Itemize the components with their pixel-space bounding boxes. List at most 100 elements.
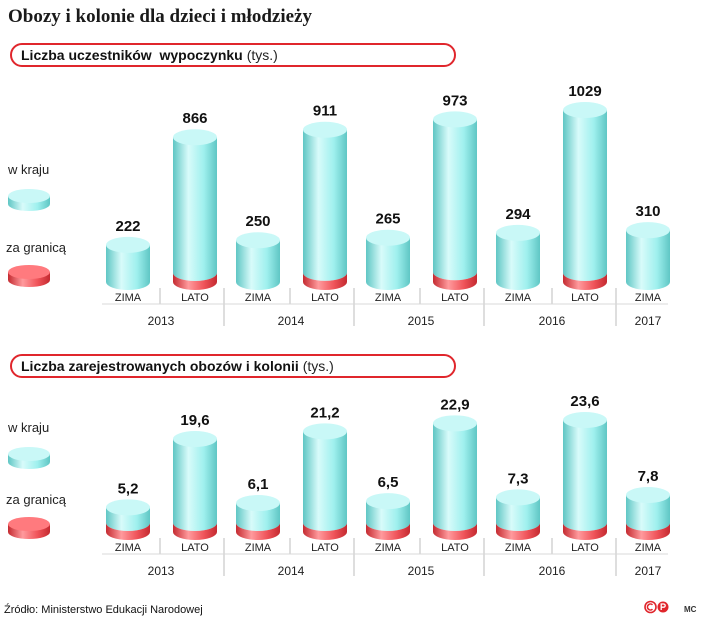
data-label: 294 — [505, 206, 531, 223]
category-label: LATO — [571, 292, 599, 304]
bar-abroad-segment — [106, 523, 150, 540]
data-label: 5,2 — [118, 480, 139, 497]
legend: w kraju za granicą — [6, 162, 67, 287]
bar-zima-2017 — [626, 222, 670, 290]
year-label: 2016 — [539, 314, 566, 328]
category-label: ZIMA — [635, 542, 662, 554]
category-label: LATO — [311, 292, 339, 304]
data-label: 21,2 — [310, 404, 339, 421]
data-label: 23,6 — [570, 393, 599, 410]
bar-zima-2013 — [106, 236, 150, 290]
bar-lato-2013 — [173, 129, 217, 290]
bar-lato-2015 — [433, 415, 477, 540]
bar-zima-2016 — [496, 224, 540, 290]
panel-unit-participants: (tys.) — [246, 47, 278, 63]
legend-swatch-abroad — [8, 265, 50, 287]
legend-label-abroad: za granicą — [6, 492, 67, 507]
legend-swatch-abroad — [8, 517, 50, 539]
bar-abroad-segment — [173, 523, 217, 540]
panel-title-camps: Liczba zarejestrowanych obozów i kolonii — [21, 358, 299, 374]
bar-lato-2015 — [433, 111, 477, 290]
category-label: ZIMA — [115, 542, 142, 554]
year-label: 2014 — [278, 314, 305, 328]
author-credit: MC — [684, 605, 697, 614]
year-label: 2015 — [408, 564, 435, 578]
data-label: 6,1 — [248, 476, 269, 493]
bar-abroad-segment — [433, 272, 477, 290]
bar-lato-2013 — [173, 430, 217, 540]
data-label: 250 — [245, 213, 270, 230]
data-label: 973 — [442, 92, 467, 109]
data-label: 1029 — [568, 83, 601, 100]
legend-label-domestic: w kraju — [7, 420, 49, 435]
bar-abroad-segment — [496, 523, 540, 540]
bar-abroad-segment — [626, 523, 670, 540]
bar-lato-2016 — [563, 412, 607, 540]
bar-zima-2016 — [496, 489, 540, 540]
bar-abroad-segment — [563, 523, 607, 540]
bar-zima-2015 — [366, 493, 410, 540]
category-label: LATO — [311, 542, 339, 554]
data-label: 866 — [182, 110, 207, 127]
year-label: 2017 — [635, 314, 662, 328]
category-label: ZIMA — [635, 292, 662, 304]
bar-chart-camps: w kraju za granicą 5,2 ZIMA 19,6 LATO 6,1 ZIMA 2… — [6, 393, 670, 578]
source-note: Źródło: Ministerstwo Edukacji Narodowej — [4, 604, 203, 616]
data-label: 22,9 — [440, 396, 469, 413]
category-label: ZIMA — [375, 292, 402, 304]
year-label: 2016 — [539, 564, 566, 578]
year-label: 2013 — [148, 564, 175, 578]
year-label: 2015 — [408, 314, 435, 328]
bar-abroad-segment — [236, 523, 280, 540]
data-label: 265 — [375, 211, 400, 228]
legend-swatch-domestic — [8, 447, 50, 469]
legend-label-domestic: w kraju — [7, 162, 49, 177]
data-label: 911 — [313, 103, 337, 120]
bar-lato-2014 — [303, 423, 347, 540]
category-label: ZIMA — [245, 292, 272, 304]
panel-unit-camps: (tys.) — [302, 358, 334, 374]
category-label: ZIMA — [115, 292, 142, 304]
bar-chart-participants: w kraju za granicą 222 ZIMA 866 LATO 250 ZIMA 91… — [6, 83, 670, 328]
year-label: 2013 — [148, 314, 175, 328]
year-label: 2014 — [278, 564, 305, 578]
bar-zima-2015 — [366, 229, 410, 290]
category-axis — [102, 538, 668, 576]
category-label: LATO — [441, 542, 469, 554]
panel-title-participants: Liczba uczestników wypoczynku — [21, 47, 243, 63]
category-label: LATO — [181, 292, 209, 304]
category-label: LATO — [441, 292, 469, 304]
data-label: 7,8 — [638, 468, 659, 485]
data-label: 310 — [635, 203, 660, 220]
legend: w kraju za granicą — [6, 420, 67, 539]
category-label: LATO — [181, 542, 209, 554]
data-label: 7,3 — [508, 470, 529, 487]
data-label: 6,5 — [378, 474, 399, 491]
year-label: 2017 — [635, 564, 662, 578]
bar-abroad-segment — [303, 523, 347, 540]
bar-lato-2016 — [563, 102, 607, 290]
category-label: LATO — [571, 542, 599, 554]
bar-abroad-segment — [433, 523, 477, 540]
category-label: ZIMA — [505, 292, 532, 304]
bar-abroad-segment — [303, 272, 347, 290]
data-label: 19,6 — [180, 412, 209, 429]
panel-header-camps: Liczba zarejestrowanych obozów i kolonii… — [10, 354, 456, 378]
legend-label-abroad: za granicą — [6, 240, 67, 255]
data-label: 222 — [115, 218, 140, 235]
bar-abroad-segment — [563, 273, 607, 290]
category-label: ZIMA — [245, 542, 272, 554]
pap-logo-icon — [644, 600, 669, 614]
bar-abroad-segment — [366, 523, 410, 540]
panel-header-participants: Liczba uczestników wypoczynku (tys.) — [10, 43, 456, 67]
bar-zima-2014 — [236, 232, 280, 290]
bar-zima-2017 — [626, 486, 670, 540]
chart-title: Obozy i kolonie dla dzieci i młodzieży — [8, 6, 312, 27]
category-label: ZIMA — [505, 542, 532, 554]
category-label: ZIMA — [375, 542, 402, 554]
bar-zima-2014 — [236, 495, 280, 540]
bar-lato-2014 — [303, 121, 347, 290]
bar-abroad-segment — [173, 273, 217, 290]
category-axis — [102, 288, 668, 326]
bar-zima-2013 — [106, 499, 150, 540]
